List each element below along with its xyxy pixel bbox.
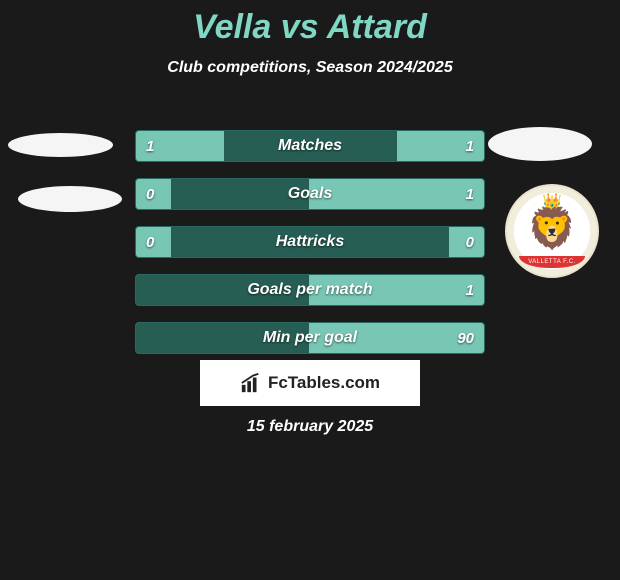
stat-row: Hattricks0 0 bbox=[135, 226, 485, 258]
stat-value-right: 1 bbox=[466, 131, 474, 161]
left-badge-placeholder-1 bbox=[8, 133, 113, 157]
stat-value-right: 1 bbox=[466, 275, 474, 305]
stat-value-right: 1 bbox=[466, 179, 474, 209]
stat-label: Hattricks bbox=[136, 227, 484, 257]
left-badge-placeholder-2 bbox=[18, 186, 122, 212]
stat-row: Goals0 1 bbox=[135, 178, 485, 210]
stat-value-left: 1 bbox=[146, 131, 154, 161]
right-badge-placeholder bbox=[488, 127, 592, 161]
logo-text: FcTables.com bbox=[268, 373, 380, 393]
stat-label: Goals bbox=[136, 179, 484, 209]
stat-value-left: 0 bbox=[146, 227, 154, 257]
stat-label: Min per goal bbox=[136, 323, 484, 353]
stat-row: Min per goal90 bbox=[135, 322, 485, 354]
fctables-logo[interactable]: FcTables.com bbox=[200, 360, 420, 406]
date-text: 15 february 2025 bbox=[0, 418, 620, 436]
barchart-icon bbox=[240, 372, 262, 394]
team-crest-right: 👑 🦁 VALLETTA F.C. bbox=[505, 184, 599, 278]
stat-label: Goals per match bbox=[136, 275, 484, 305]
stat-value-right: 0 bbox=[466, 227, 474, 257]
stat-value-left: 0 bbox=[146, 179, 154, 209]
crest-ribbon: VALLETTA F.C. bbox=[519, 256, 585, 268]
page-subtitle: Club competitions, Season 2024/2025 bbox=[0, 59, 620, 77]
stat-rows: Matches11Goals01Hattricks00Goals per mat… bbox=[135, 130, 485, 370]
stat-row: Matches1 1 bbox=[135, 130, 485, 162]
stat-row: Goals per match1 bbox=[135, 274, 485, 306]
stat-value-right: 90 bbox=[457, 323, 474, 353]
container: Vella vs Attard Club competitions, Seaso… bbox=[0, 8, 620, 580]
lion-icon: 🦁 bbox=[527, 209, 577, 249]
page-title: Vella vs Attard bbox=[0, 8, 620, 47]
stat-label: Matches bbox=[136, 131, 484, 161]
